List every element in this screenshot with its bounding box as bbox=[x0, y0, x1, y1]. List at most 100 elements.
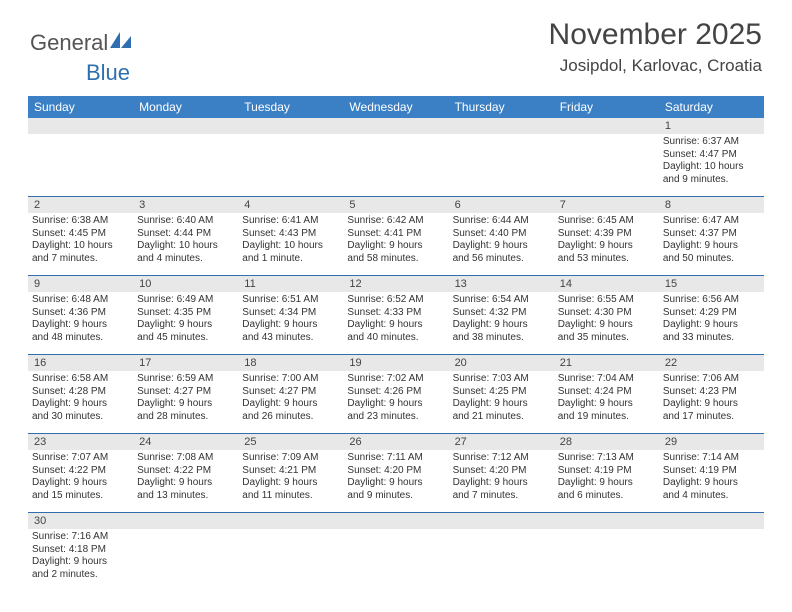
day-cell: Sunrise: 6:54 AMSunset: 4:32 PMDaylight:… bbox=[449, 292, 554, 354]
calendar: SundayMondayTuesdayWednesdayThursdayFrid… bbox=[28, 96, 764, 591]
daylight-text-2: and 2 minutes. bbox=[32, 569, 129, 582]
daynum-row: 30 bbox=[28, 513, 764, 529]
day-number bbox=[28, 118, 133, 134]
sunset-text: Sunset: 4:22 PM bbox=[137, 465, 234, 478]
daylight-text: Daylight: 9 hours bbox=[137, 319, 234, 332]
sunset-text: Sunset: 4:25 PM bbox=[453, 386, 550, 399]
sunset-text: Sunset: 4:19 PM bbox=[558, 465, 655, 478]
sunset-text: Sunset: 4:34 PM bbox=[242, 307, 339, 320]
day-number: 27 bbox=[449, 434, 554, 450]
daylight-text-2: and 30 minutes. bbox=[32, 411, 129, 424]
sunrise-text: Sunrise: 6:52 AM bbox=[347, 294, 444, 307]
daylight-text-2: and 28 minutes. bbox=[137, 411, 234, 424]
day-number bbox=[554, 118, 659, 134]
day-cell: Sunrise: 7:07 AMSunset: 4:22 PMDaylight:… bbox=[28, 450, 133, 512]
day-header: Tuesday bbox=[238, 96, 343, 118]
sunset-text: Sunset: 4:32 PM bbox=[453, 307, 550, 320]
empty-cell bbox=[449, 134, 554, 196]
sunrise-text: Sunrise: 6:42 AM bbox=[347, 215, 444, 228]
daylight-text: Daylight: 9 hours bbox=[663, 240, 760, 253]
day-number: 10 bbox=[133, 276, 238, 292]
sunrise-text: Sunrise: 6:54 AM bbox=[453, 294, 550, 307]
sunset-text: Sunset: 4:23 PM bbox=[663, 386, 760, 399]
sunset-text: Sunset: 4:27 PM bbox=[242, 386, 339, 399]
day-number: 29 bbox=[659, 434, 764, 450]
sunset-text: Sunset: 4:24 PM bbox=[558, 386, 655, 399]
daylight-text: Daylight: 9 hours bbox=[663, 319, 760, 332]
day-header: Wednesday bbox=[343, 96, 448, 118]
empty-cell bbox=[659, 529, 764, 591]
day-cell: Sunrise: 6:58 AMSunset: 4:28 PMDaylight:… bbox=[28, 371, 133, 433]
sunset-text: Sunset: 4:35 PM bbox=[137, 307, 234, 320]
daylight-text: Daylight: 9 hours bbox=[32, 477, 129, 490]
daylight-text: Daylight: 9 hours bbox=[453, 319, 550, 332]
day-cell: Sunrise: 6:47 AMSunset: 4:37 PMDaylight:… bbox=[659, 213, 764, 275]
sunrise-text: Sunrise: 7:11 AM bbox=[347, 452, 444, 465]
day-cell: Sunrise: 7:12 AMSunset: 4:20 PMDaylight:… bbox=[449, 450, 554, 512]
sunset-text: Sunset: 4:47 PM bbox=[663, 149, 760, 162]
day-number: 3 bbox=[133, 197, 238, 213]
day-number bbox=[659, 513, 764, 529]
sunrise-text: Sunrise: 7:09 AM bbox=[242, 452, 339, 465]
daylight-text-2: and 4 minutes. bbox=[137, 253, 234, 266]
sunset-text: Sunset: 4:29 PM bbox=[663, 307, 760, 320]
empty-cell bbox=[28, 134, 133, 196]
sunrise-text: Sunrise: 6:37 AM bbox=[663, 136, 760, 149]
sunrise-text: Sunrise: 7:00 AM bbox=[242, 373, 339, 386]
daynum-row: 2345678 bbox=[28, 197, 764, 213]
day-header-row: SundayMondayTuesdayWednesdayThursdayFrid… bbox=[28, 96, 764, 118]
daylight-text-2: and 26 minutes. bbox=[242, 411, 339, 424]
sunrise-text: Sunrise: 6:45 AM bbox=[558, 215, 655, 228]
day-number: 24 bbox=[133, 434, 238, 450]
daylight-text-2: and 7 minutes. bbox=[453, 490, 550, 503]
day-cell: Sunrise: 7:11 AMSunset: 4:20 PMDaylight:… bbox=[343, 450, 448, 512]
empty-cell bbox=[133, 529, 238, 591]
day-cell: Sunrise: 6:59 AMSunset: 4:27 PMDaylight:… bbox=[133, 371, 238, 433]
sunset-text: Sunset: 4:22 PM bbox=[32, 465, 129, 478]
sunrise-text: Sunrise: 7:07 AM bbox=[32, 452, 129, 465]
daylight-text-2: and 9 minutes. bbox=[663, 174, 760, 187]
day-cell: Sunrise: 6:37 AMSunset: 4:47 PMDaylight:… bbox=[659, 134, 764, 196]
daylight-text-2: and 48 minutes. bbox=[32, 332, 129, 345]
daynum-row: 23242526272829 bbox=[28, 434, 764, 450]
sunrise-text: Sunrise: 6:41 AM bbox=[242, 215, 339, 228]
week-row: Sunrise: 6:38 AMSunset: 4:45 PMDaylight:… bbox=[28, 213, 764, 276]
daylight-text-2: and 56 minutes. bbox=[453, 253, 550, 266]
sunrise-text: Sunrise: 6:44 AM bbox=[453, 215, 550, 228]
empty-cell bbox=[133, 134, 238, 196]
day-number bbox=[449, 513, 554, 529]
day-number bbox=[343, 513, 448, 529]
day-cell: Sunrise: 7:00 AMSunset: 4:27 PMDaylight:… bbox=[238, 371, 343, 433]
sunrise-text: Sunrise: 7:13 AM bbox=[558, 452, 655, 465]
day-number: 2 bbox=[28, 197, 133, 213]
week-row: Sunrise: 6:48 AMSunset: 4:36 PMDaylight:… bbox=[28, 292, 764, 355]
daynum-row: 1 bbox=[28, 118, 764, 134]
daylight-text-2: and 17 minutes. bbox=[663, 411, 760, 424]
month-title: November 2025 bbox=[30, 18, 762, 52]
daylight-text-2: and 58 minutes. bbox=[347, 253, 444, 266]
day-number: 12 bbox=[343, 276, 448, 292]
day-header: Thursday bbox=[449, 96, 554, 118]
day-cell: Sunrise: 6:55 AMSunset: 4:30 PMDaylight:… bbox=[554, 292, 659, 354]
daylight-text: Daylight: 10 hours bbox=[32, 240, 129, 253]
daylight-text-2: and 21 minutes. bbox=[453, 411, 550, 424]
daylight-text-2: and 13 minutes. bbox=[137, 490, 234, 503]
daylight-text: Daylight: 9 hours bbox=[242, 398, 339, 411]
day-cell: Sunrise: 6:38 AMSunset: 4:45 PMDaylight:… bbox=[28, 213, 133, 275]
day-number bbox=[449, 118, 554, 134]
day-number: 15 bbox=[659, 276, 764, 292]
sunrise-text: Sunrise: 6:51 AM bbox=[242, 294, 339, 307]
daylight-text: Daylight: 10 hours bbox=[663, 161, 760, 174]
sunset-text: Sunset: 4:20 PM bbox=[347, 465, 444, 478]
daylight-text: Daylight: 9 hours bbox=[558, 319, 655, 332]
daylight-text: Daylight: 9 hours bbox=[453, 240, 550, 253]
day-header: Monday bbox=[133, 96, 238, 118]
daylight-text-2: and 9 minutes. bbox=[347, 490, 444, 503]
sunrise-text: Sunrise: 7:04 AM bbox=[558, 373, 655, 386]
daylight-text-2: and 23 minutes. bbox=[347, 411, 444, 424]
sunrise-text: Sunrise: 7:08 AM bbox=[137, 452, 234, 465]
day-cell: Sunrise: 6:44 AMSunset: 4:40 PMDaylight:… bbox=[449, 213, 554, 275]
day-number bbox=[554, 513, 659, 529]
day-number: 16 bbox=[28, 355, 133, 371]
sunset-text: Sunset: 4:27 PM bbox=[137, 386, 234, 399]
